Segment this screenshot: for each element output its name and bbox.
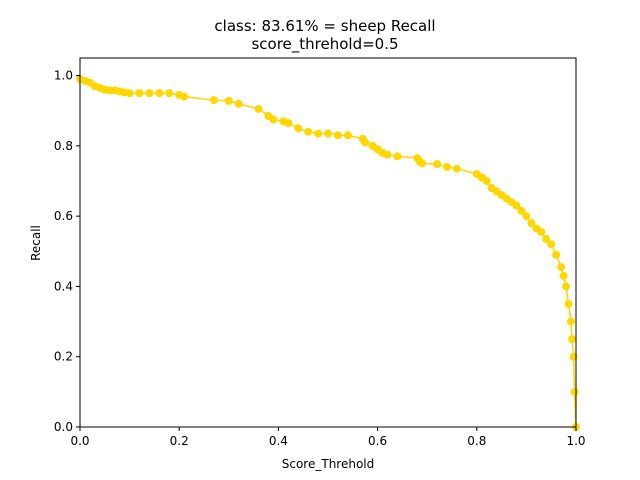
data-point bbox=[393, 152, 402, 161]
x-tick-label: 0.0 bbox=[70, 434, 89, 448]
x-tick-label: 0.2 bbox=[170, 434, 189, 448]
data-point bbox=[433, 160, 442, 169]
data-point bbox=[564, 300, 573, 308]
data-point bbox=[135, 89, 144, 98]
x-tick-label: 0.4 bbox=[269, 434, 288, 448]
data-point bbox=[209, 96, 218, 105]
data-point bbox=[542, 234, 551, 243]
data-point bbox=[180, 92, 189, 101]
data-point bbox=[284, 119, 293, 128]
data-point bbox=[567, 317, 576, 326]
x-tick-label: 0.8 bbox=[467, 434, 486, 448]
data-point bbox=[383, 150, 392, 159]
data-point bbox=[443, 162, 452, 171]
data-point bbox=[559, 271, 568, 280]
data-point bbox=[562, 282, 571, 291]
axis-ticks: 0.0 0.2 0.4 0.6 0.8 1.0 0.0 0.2 0.4 0.6 0.8 1.0 bbox=[54, 69, 586, 448]
y-tick-label: 0.4 bbox=[54, 279, 73, 293]
y-tick-label: 0.6 bbox=[54, 209, 73, 223]
x-tick-label: 1.0 bbox=[566, 434, 585, 448]
data-point bbox=[512, 201, 521, 210]
data-point bbox=[418, 159, 427, 168]
y-axis-label: Recall bbox=[29, 225, 43, 261]
data-point bbox=[547, 240, 556, 249]
data-point bbox=[452, 164, 461, 173]
data-point bbox=[361, 138, 370, 147]
chart-subtitle: score_threhold=0.5 bbox=[251, 35, 398, 54]
data-point bbox=[568, 335, 577, 344]
data-point bbox=[304, 127, 313, 136]
data-point bbox=[314, 129, 323, 138]
data-point bbox=[517, 206, 526, 215]
data-point bbox=[294, 124, 303, 133]
data-point bbox=[165, 89, 174, 98]
x-axis-label: Score_Threhold bbox=[282, 457, 375, 471]
data-point bbox=[324, 129, 332, 138]
data-point bbox=[552, 250, 561, 259]
data-point bbox=[482, 177, 491, 185]
data-point bbox=[537, 227, 546, 236]
plot-frame bbox=[79, 57, 577, 428]
data-point bbox=[234, 99, 243, 108]
y-tick-label: 0.2 bbox=[54, 350, 73, 364]
plot-area bbox=[76, 75, 580, 431]
y-tick-label: 1.0 bbox=[54, 69, 73, 83]
data-point bbox=[145, 89, 154, 98]
data-point bbox=[155, 89, 164, 98]
data-point bbox=[527, 219, 536, 228]
data-point bbox=[333, 131, 342, 140]
data-point bbox=[125, 89, 134, 98]
data-point bbox=[224, 96, 233, 105]
chart-title: class: 83.61% = sheep Recall bbox=[214, 17, 435, 35]
data-point bbox=[343, 131, 352, 140]
y-tick-label: 0.0 bbox=[54, 420, 73, 434]
data-point bbox=[570, 387, 579, 396]
data-point bbox=[254, 104, 263, 113]
data-point bbox=[522, 212, 531, 221]
y-tick-label: 0.8 bbox=[54, 139, 73, 153]
data-point bbox=[269, 115, 278, 124]
x-tick-label: 0.6 bbox=[368, 434, 387, 448]
data-point bbox=[557, 263, 566, 272]
